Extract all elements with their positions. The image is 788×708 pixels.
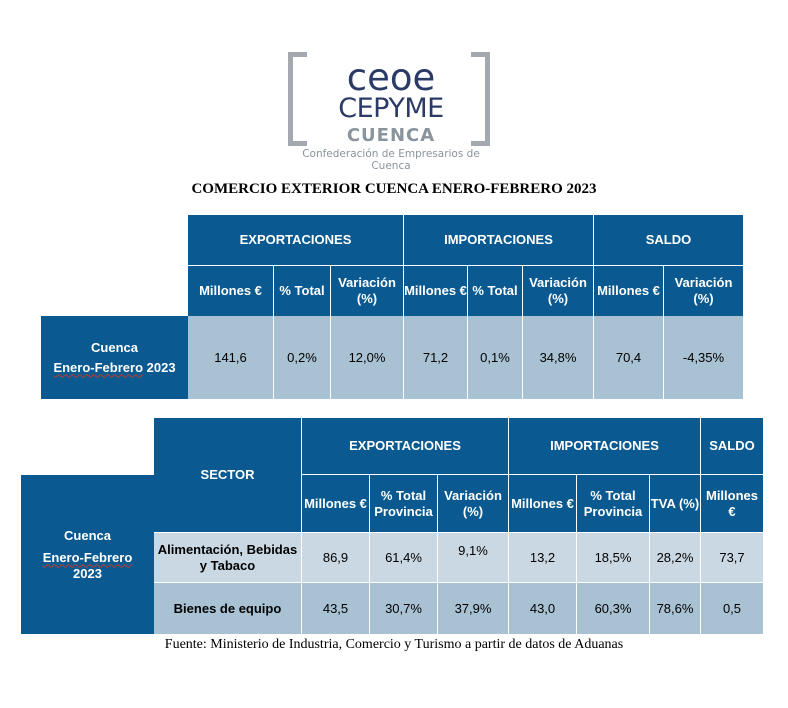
t2-cell: 13,2 [508, 532, 576, 582]
t1-sub-variacion: Variación (%) [330, 265, 403, 316]
t2-cell: 78,6% [649, 582, 700, 634]
t2-cell: 30,7% [369, 582, 437, 634]
t1-cell: 0,2% [273, 316, 330, 399]
t1-sub-variacion: Variación (%) [522, 265, 593, 316]
t2-sub-millones: Millones € [301, 474, 369, 532]
t2-cell: 60,3% [576, 582, 649, 634]
t1-cell: 141,6 [188, 316, 273, 399]
source-footnote: Fuente: Ministerio de Industria, Comerci… [164, 637, 624, 652]
t1-row-label-line1: Cuenca [91, 339, 138, 355]
t1-cell: 70,4 [593, 316, 663, 399]
logo-cepyme-text: CEPYME [338, 93, 444, 124]
logo-ceoe-text: ceoe [346, 56, 436, 99]
t2-side-label-line1: Cuenca [64, 527, 111, 543]
t2-cell: 43,0 [508, 582, 576, 634]
t1-group-saldo: SALDO [593, 215, 743, 265]
logo-bracket-right [471, 52, 490, 146]
logo-subtitle: Confederación de Empresarios de Cuenca [302, 148, 480, 172]
t2-side-label: Cuenca Enero-Febrero 2023 [21, 475, 154, 634]
t1-group-exportaciones: EXPORTACIONES [188, 215, 403, 265]
t1-row-label: Cuenca Enero-Febrero 2023 [41, 316, 188, 399]
t2-cell: 86,9 [301, 532, 369, 582]
t2-row-sector: Alimentación, Bebidas y Tabaco [154, 532, 301, 582]
t2-cell: 43,5 [301, 582, 369, 634]
t1-sub-variacion: Variación (%) [663, 265, 743, 316]
t2-sub-millones: Millones € [508, 474, 576, 532]
logo-cuenca-text: CUENCA [346, 125, 436, 146]
t1-cell: 71,2 [403, 316, 467, 399]
t1-sub-pct-total: % Total [467, 265, 522, 316]
t1-row-label-line2: Enero-Febrero 2023 [53, 360, 175, 376]
t2-side-label-year: 2023 [73, 565, 102, 581]
t1-group-importaciones: IMPORTACIONES [403, 215, 593, 265]
t2-sub-pct-total-provincia: % Total Provincia [576, 474, 649, 532]
t1-sub-millones: Millones € [403, 265, 467, 316]
t2-cell: 37,9% [437, 582, 508, 634]
t1-sub-millones: Millones € [188, 265, 273, 316]
t2-side-label-period: Enero-Febrero [42, 549, 133, 565]
t1-sub-millones: Millones € [593, 265, 663, 316]
t1-row-label-period: Enero-Febrero [53, 359, 144, 375]
t2-sub-millones: Millones € [700, 474, 763, 532]
t2-cell: 73,7 [700, 532, 763, 582]
t1-cell: 12,0% [330, 316, 403, 399]
document-title: COMERCIO EXTERIOR CUENCA ENERO-FEBRERO 2… [191, 181, 597, 197]
t2-cell: 28,2% [649, 532, 700, 582]
t1-cell: 34,8% [522, 316, 593, 399]
t2-sub-tva: TVA (%) [649, 474, 700, 532]
t2-row-sector: Bienes de equipo [154, 582, 301, 634]
t2-cell: 0,5 [700, 582, 763, 634]
t2-sub-pct-total-provincia: % Total Provincia [369, 474, 437, 532]
t1-sub-pct-total: % Total [273, 265, 330, 316]
t1-row-label-year: 2023 [146, 359, 176, 375]
t2-cell: 18,5% [576, 532, 649, 582]
t1-cell: 0,1% [467, 316, 522, 399]
t2-cell: 61,4% [369, 532, 437, 582]
logo-bracket-left [288, 52, 307, 146]
t2-cell: 9,1% [437, 532, 508, 582]
t2-group-exportaciones: EXPORTACIONES [301, 418, 508, 474]
t2-sub-variacion: Variación (%) [437, 474, 508, 532]
t2-group-saldo: SALDO [700, 418, 763, 474]
ceoe-cepyme-logo: ceoe CEPYME CUENCA Confederación de Empr… [286, 50, 496, 172]
t1-cell: -4,35% [663, 316, 743, 399]
t2-group-importaciones: IMPORTACIONES [508, 418, 700, 474]
t2-sector-header: SECTOR [154, 418, 301, 532]
